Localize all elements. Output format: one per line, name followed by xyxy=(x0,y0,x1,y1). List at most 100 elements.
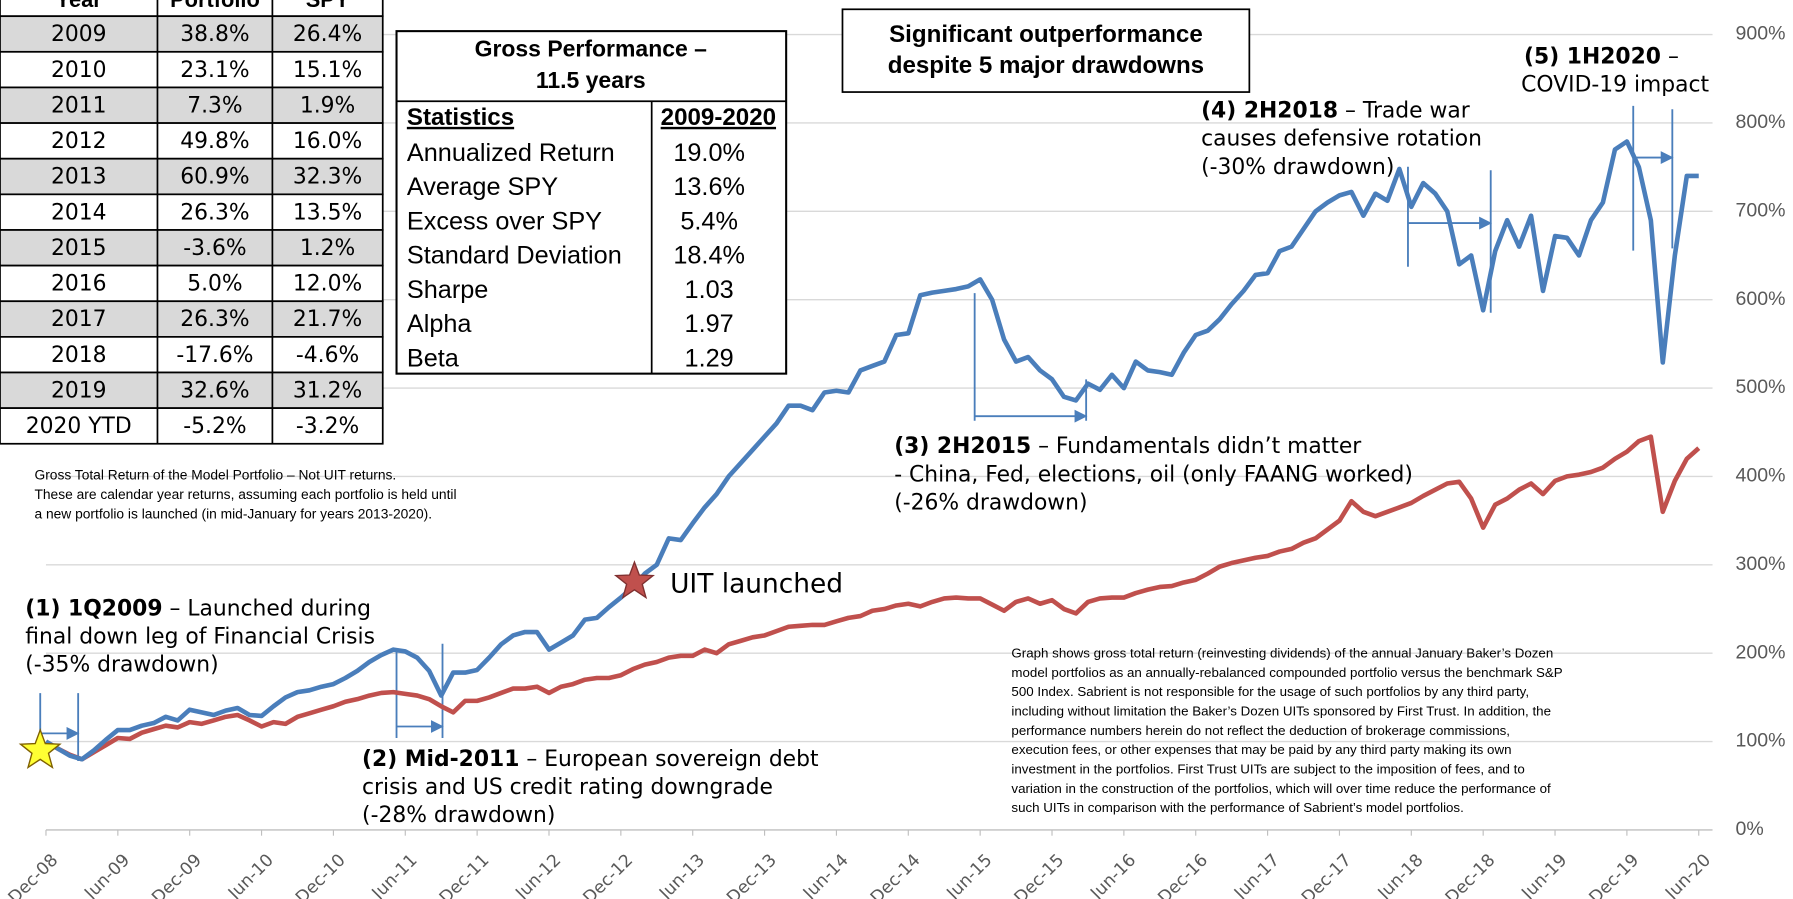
y-tick-label: 500% xyxy=(1736,376,1786,398)
annotation: (4) 2H2018 – Trade war xyxy=(1201,99,1470,124)
stats-value: 1.29 xyxy=(685,344,734,372)
uit-star xyxy=(613,560,655,600)
annotation-label: (3) 2H2015 xyxy=(894,434,1031,459)
x-tick-label: Jun-11 xyxy=(368,850,422,899)
x-tick-label: Dec-10 xyxy=(292,850,350,899)
annotation-text: (-28% drawdown) xyxy=(362,803,555,828)
annotation-text: – xyxy=(1661,45,1679,70)
table-cell: 38.8% xyxy=(180,22,249,47)
table-cell: 49.8% xyxy=(180,129,249,154)
table-cell: 32.3% xyxy=(293,165,362,190)
x-tick-label: Dec-13 xyxy=(723,850,781,899)
annotation: (1) 1Q2009 – Launched during xyxy=(25,596,371,621)
table-cell: 2014 xyxy=(51,200,107,225)
table-cell: 26.3% xyxy=(180,200,249,225)
table-cell: 32.6% xyxy=(180,378,249,403)
table-cell: 2018 xyxy=(51,343,107,368)
series-line xyxy=(44,434,1701,762)
table-cell: 13.5% xyxy=(293,200,362,225)
table-cell: 2011 xyxy=(51,93,107,118)
x-tick-label: Jun-12 xyxy=(511,850,565,899)
x-tick-label: Jun-18 xyxy=(1374,850,1428,899)
y-tick-label: 700% xyxy=(1736,199,1786,221)
x-tick-label: Dec-15 xyxy=(1011,850,1069,899)
stats-title: 11.5 years xyxy=(536,67,646,93)
note: Gross Total Return of the Model Portfoli… xyxy=(34,468,396,483)
y-tick-label: 0% xyxy=(1736,818,1764,840)
table-cell: 5.0% xyxy=(187,272,242,297)
x-tick-label: Jun-15 xyxy=(943,850,997,899)
x-tick-label: Dec-14 xyxy=(867,850,925,899)
table-row xyxy=(0,50,384,89)
table-row xyxy=(0,157,384,196)
annotation-text: (-26% drawdown) xyxy=(894,491,1087,516)
y-tick-label: 900% xyxy=(1736,23,1786,45)
stats-label: Annualized Return xyxy=(407,139,615,167)
table-cell: -4.6% xyxy=(296,343,359,368)
plot xyxy=(44,139,1701,762)
stats-value: 19.0% xyxy=(673,139,745,167)
overlays: UIT launched (1) 1Q2009 – Launched during… xyxy=(0,0,1710,828)
annotation-text: (-35% drawdown) xyxy=(25,653,218,678)
table-cell: 2020 YTD xyxy=(26,414,132,439)
annotation-label: (1) 1Q2009 xyxy=(25,596,162,621)
annotation-text: – Trade war xyxy=(1338,99,1470,124)
y-tick-label: 600% xyxy=(1736,288,1786,310)
annotation: (2) Mid-2011 – European sovereign debt xyxy=(362,747,819,772)
stats-label: Standard Deviation xyxy=(407,242,622,270)
annotation-text: – Fundamentals didn’t matter xyxy=(1031,434,1361,459)
x-tick-label: Dec-11 xyxy=(436,850,494,899)
table-cell: 16.0% xyxy=(293,129,362,154)
stats-label: Alpha xyxy=(407,310,473,338)
headline: Significant outperformance xyxy=(889,21,1203,48)
table-cell: 2010 xyxy=(51,58,107,83)
x-tick-label: Jun-17 xyxy=(1230,850,1284,899)
table-cell: -17.6% xyxy=(176,343,253,368)
annotation-label: (5) 1H2020 xyxy=(1524,45,1661,70)
note: These are calendar year returns, assumin… xyxy=(34,487,456,502)
table-cell: 60.9% xyxy=(180,165,249,190)
table-row xyxy=(0,300,384,338)
disclaimer: investment in the portfolios. First Trus… xyxy=(1011,761,1524,776)
stats-label: Excess over SPY xyxy=(407,207,602,235)
disclaimer: such UITs in comparison with the perform… xyxy=(1011,800,1463,815)
disclaimer: 500 Index. Sabrient is not responsible f… xyxy=(1011,684,1529,699)
disclaimer: model portfolios as an annually-rebalanc… xyxy=(1011,665,1562,680)
stats-box xyxy=(395,30,788,375)
annotation-label: (2) Mid-2011 xyxy=(362,747,519,772)
headline-box xyxy=(841,8,1251,93)
table-row xyxy=(0,407,384,445)
start-star xyxy=(18,727,62,770)
disclaimer: performance numbers herein do not reflec… xyxy=(1011,723,1510,738)
annotation: (3) 2H2015 – Fundamentals didn’t matter xyxy=(894,434,1361,459)
stats-header: 2009-2020 xyxy=(661,104,776,131)
stats-label: Sharpe xyxy=(407,276,488,304)
x-tick-label: Dec-19 xyxy=(1586,850,1644,899)
table-cell: 2016 xyxy=(51,272,107,297)
x-tick-label: Dec-08 xyxy=(5,850,63,899)
table-header: Year xyxy=(56,0,103,12)
annotation-text: - China, Fed, elections, oil (only FAANG… xyxy=(894,462,1413,487)
disclaimer: variation in the construction of the por… xyxy=(1011,781,1551,796)
table-cell: -3.6% xyxy=(183,236,246,261)
x-tick-label: Dec-16 xyxy=(1154,850,1212,899)
x-tick-label: Dec-09 xyxy=(148,850,206,899)
x-tick-label: Dec-12 xyxy=(579,850,637,899)
table-cell: 31.2% xyxy=(293,378,362,403)
series-line xyxy=(44,139,1699,762)
disclaimer: including without limitation the Baker’s… xyxy=(1011,704,1551,719)
table-cell: -3.2% xyxy=(296,414,359,439)
x-tick-label: Jun-14 xyxy=(799,850,853,899)
table-row xyxy=(0,229,384,267)
stats-value: 1.97 xyxy=(685,310,734,338)
table-row xyxy=(0,15,384,53)
table-cell: 2017 xyxy=(51,307,107,332)
stats-value: 5.4% xyxy=(680,207,738,235)
annotation-text: COVID-19 impact xyxy=(1521,73,1709,98)
table-cell: 26.3% xyxy=(180,307,249,332)
x-tick-label: Jun-13 xyxy=(655,850,709,899)
y-tick-label: 100% xyxy=(1736,730,1786,752)
annotation-text: final down leg of Financial Crisis xyxy=(25,624,375,649)
annotation-text: (-30% drawdown) xyxy=(1201,155,1394,180)
